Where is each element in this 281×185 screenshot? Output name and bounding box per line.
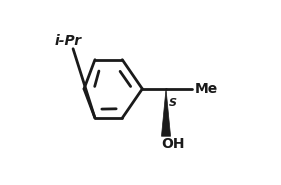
Text: i-Pr: i-Pr [55,34,82,48]
Text: S: S [169,98,177,108]
Text: Me: Me [195,82,218,96]
Polygon shape [162,89,171,136]
Text: OH: OH [162,137,185,151]
